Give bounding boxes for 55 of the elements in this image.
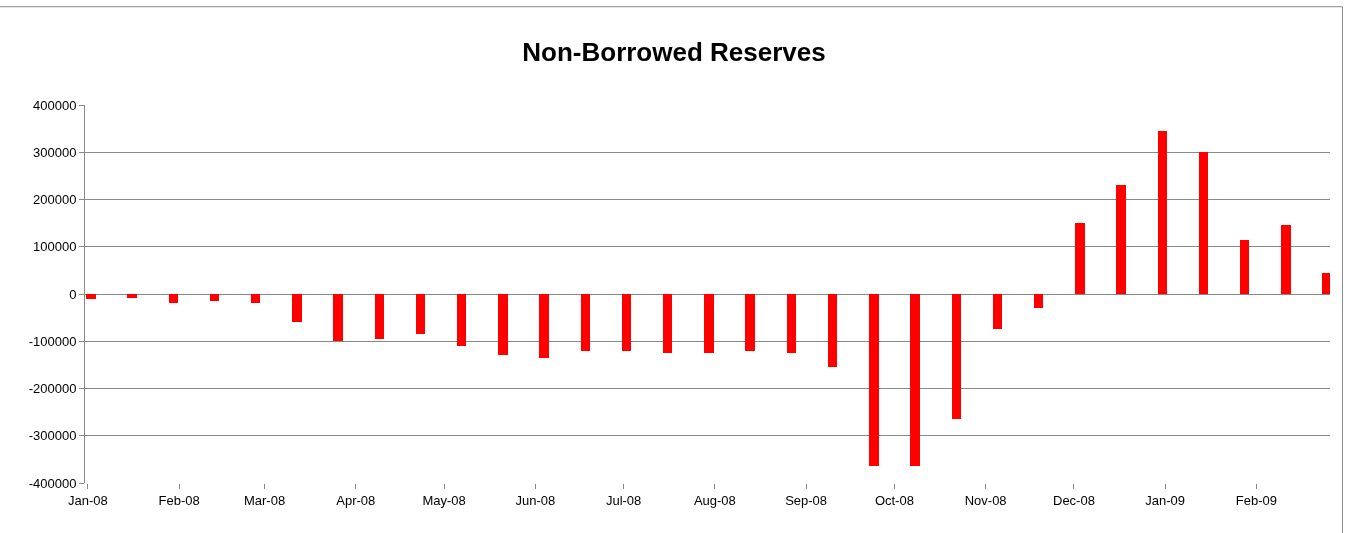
bar (333, 294, 343, 341)
x-tick-label: Feb-09 (1235, 492, 1278, 508)
bar (498, 294, 508, 355)
x-tick-label: Sep-08 (785, 492, 828, 508)
bar (910, 294, 920, 466)
bar (787, 294, 796, 353)
x-tick-label: May-08 (422, 492, 466, 508)
bar (952, 294, 961, 419)
y-tick-label: -200000 (28, 381, 77, 397)
bar (1158, 131, 1167, 294)
bar (457, 294, 466, 346)
y-tick-label: 200000 (33, 192, 77, 208)
y-tick-label: 300000 (33, 144, 77, 160)
x-tick-label: Nov-08 (964, 492, 1007, 508)
y-tick-label: -300000 (28, 428, 77, 444)
bar (127, 294, 137, 298)
x-tick-label: Apr-08 (336, 492, 376, 508)
bar (1281, 225, 1291, 294)
bar (1322, 273, 1330, 294)
bar (1075, 223, 1085, 294)
bar (539, 294, 549, 358)
bar (169, 294, 178, 303)
bar (1034, 294, 1043, 308)
bar (1199, 152, 1208, 294)
bar (251, 294, 260, 303)
x-tick-label: Jun-08 (515, 492, 556, 508)
bar (704, 294, 714, 353)
bar (375, 294, 384, 339)
bar (210, 294, 219, 301)
bar (622, 294, 631, 351)
x-tick-label: Mar-08 (243, 492, 286, 508)
bar (292, 294, 302, 322)
bar (869, 294, 879, 466)
x-tick-label: Jul-08 (605, 492, 642, 508)
bar (993, 294, 1002, 329)
y-tick-label: 0 (69, 286, 77, 302)
x-tick-label: Jan-08 (68, 492, 108, 508)
x-tick-label: Dec-08 (1052, 492, 1095, 508)
bar (1240, 240, 1249, 294)
bar (828, 294, 837, 367)
x-tick-label: Feb-08 (158, 492, 200, 508)
x-tick-label: Oct-08 (874, 492, 914, 508)
bar (416, 294, 425, 334)
y-tick-label: 100000 (33, 239, 77, 255)
bar (663, 294, 672, 353)
x-tick-label: Aug-08 (693, 492, 736, 508)
bar (745, 294, 755, 351)
chart-title: Non-Borrowed Reserves (522, 36, 826, 67)
bar (581, 294, 590, 351)
y-tick-label: -100000 (28, 333, 77, 349)
y-tick-label: -400000 (28, 475, 77, 491)
bar (86, 294, 96, 299)
y-tick-label: 400000 (33, 97, 77, 113)
bar (1116, 185, 1126, 294)
x-tick-label: Jan-09 (1145, 492, 1186, 508)
